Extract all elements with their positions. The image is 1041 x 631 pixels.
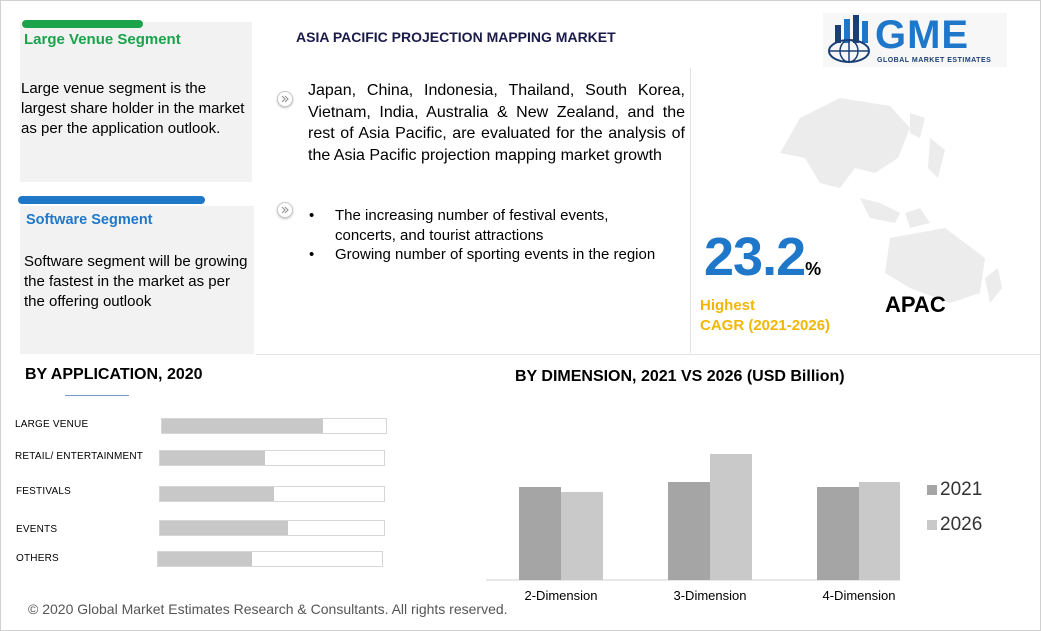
copyright-footer: © 2020 Global Market Estimates Research …: [28, 601, 508, 617]
cagr-label-line1: Highest: [700, 297, 756, 314]
bar-2026: [561, 492, 603, 580]
application-title-underline: [65, 395, 129, 396]
bar-2021: [668, 482, 710, 580]
cagr-label-line2: CAGR (2021-2026): [700, 317, 831, 334]
application-bar-track: [157, 551, 383, 567]
large-venue-text: Large venue segment is the largest share…: [21, 80, 245, 137]
application-bar: [160, 521, 288, 535]
globe-icon: [828, 15, 870, 63]
x-tick-label: 2-Dimension: [525, 588, 598, 603]
software-card: [20, 206, 254, 354]
x-tick-label: 3-Dimension: [674, 588, 747, 603]
bar-2021: [519, 487, 561, 580]
section-divider: [256, 354, 1040, 355]
application-bar-track: [159, 520, 385, 536]
stat-panel-divider: [690, 68, 691, 353]
dimension-bar-chart: 2-Dimension 3-Dimension 4-Dimension: [486, 454, 900, 603]
logo-subtitle: GLOBAL MARKET ESTIMATES: [877, 57, 992, 64]
bar-label: EVENTS: [16, 524, 58, 535]
bar-label: FESTIVALS: [16, 486, 71, 497]
bar-label: OTHERS: [16, 553, 59, 564]
software-text: Software segment will be growing the fas…: [24, 253, 248, 310]
gme-logo: GME GLOBAL MARKET ESTIMATES: [823, 13, 1007, 67]
application-bar-track: [159, 486, 385, 502]
region-label: APAC: [885, 292, 946, 317]
legend-swatch-2021: [927, 485, 937, 495]
bar-label: LARGE VENUE: [15, 419, 89, 430]
driver-item: Growing number of sporting events in the…: [335, 246, 656, 263]
application-bar: [160, 487, 275, 501]
legend-swatch-2026: [927, 520, 937, 530]
arrow-right-icon: [277, 202, 293, 218]
asia-pacific-map-icon: [780, 98, 1002, 303]
large-venue-card: [20, 22, 252, 182]
large-venue-title: Large Venue Segment: [24, 31, 181, 48]
cagr-number: 23.2: [704, 227, 806, 287]
arrow-right-icon: [277, 91, 293, 107]
legend-label: 2021: [940, 479, 983, 500]
legend-label: 2026: [940, 514, 983, 535]
driver-item: The increasing number of festival events…: [335, 207, 609, 244]
dimension-chart-title: BY DIMENSION, 2021 VS 2026 (USD Billion): [515, 368, 845, 385]
large-venue-accent-bar: [22, 20, 143, 28]
software-accent-bar: [18, 196, 205, 204]
application-bar: [162, 419, 324, 433]
application-bar: [158, 552, 253, 566]
software-title: Software Segment: [26, 212, 153, 228]
logo-text: GME: [875, 13, 970, 57]
intro-text: Japan, China, Indonesia, Thailand, South…: [308, 82, 685, 164]
application-chart-title: BY APPLICATION, 2020: [25, 366, 203, 383]
x-tick-label: 4-Dimension: [823, 588, 896, 603]
cagr-unit: %: [805, 259, 822, 279]
bar-2021: [817, 487, 859, 580]
cagr-value: 23.2%: [704, 226, 821, 288]
application-bar-track: [161, 418, 387, 434]
driver-bullet: •: [309, 207, 315, 224]
bar-2026: [859, 482, 900, 580]
page-title: ASIA PACIFIC PROJECTION MAPPING MARKET: [296, 29, 616, 45]
application-bar-track: [159, 450, 385, 466]
application-bar: [160, 451, 266, 465]
bar-2026: [710, 454, 752, 580]
driver-bullet: •: [309, 246, 315, 263]
bar-label: RETAIL/ ENTERTAINMENT: [15, 451, 144, 462]
